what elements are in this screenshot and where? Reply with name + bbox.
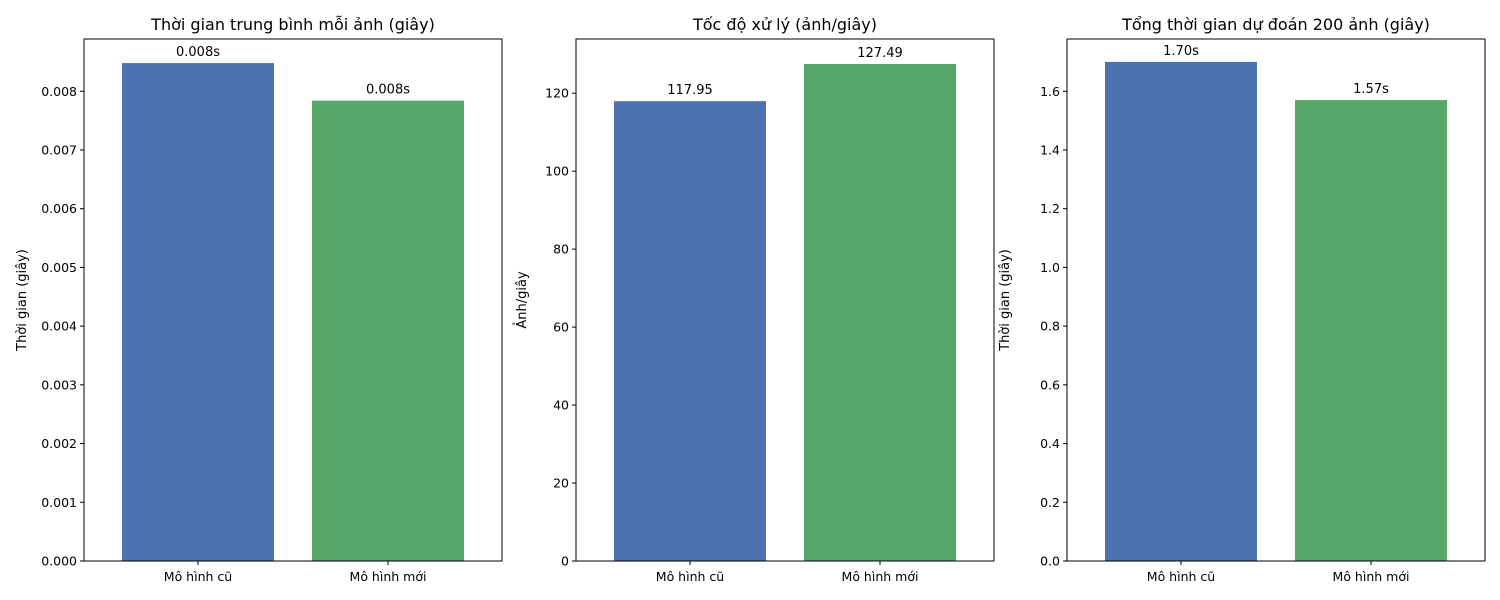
chart-title: Tốc độ xử lý (ảnh/giây) [692,15,877,34]
plot-frame [83,38,503,562]
bar-1 [122,63,274,561]
y-tick-label: 1.2 [1040,201,1060,216]
y-tick-label: 40 [553,398,569,413]
y-tick-label: 1.0 [1040,260,1060,275]
y-tick-label: 80 [553,242,569,257]
x-tick-label: Mô hình mới [350,569,427,584]
y-axis-label: Thời gian (giây) [998,249,1013,352]
x-tick-label: Mô hình cũ [656,569,724,584]
bar-1 [614,101,766,561]
y-tick-label: 0 [561,554,569,569]
y-tick-label: 0.008 [41,84,77,99]
y-tick-label: 120 [545,86,569,101]
y-tick-label: 0.005 [41,260,77,275]
y-tick-label: 60 [553,320,569,335]
y-tick-label: 0.8 [1040,319,1060,334]
bar-1 [1105,61,1257,561]
data-label-2: 0.008s [366,83,410,98]
chart-title: Thời gian trung bình mỗi ảnh (giây) [150,15,435,34]
data-label-1: 1.70s [1163,44,1199,59]
y-tick-label: 1.4 [1040,142,1060,157]
bar-2 [1295,100,1447,561]
data-label-1: 0.008s [176,45,220,60]
y-tick-label: 0.001 [41,495,77,510]
y-tick-label: 0.2 [1040,495,1060,510]
bar-2 [312,100,464,562]
x-tick-label: Mô hình cũ [1147,569,1215,584]
bar-2 [804,63,956,561]
y-axis-label: Thời gian (giây) [15,249,30,352]
y-tick-label: 0.003 [41,377,77,392]
y-tick-label: 0.007 [41,142,77,157]
y-tick-label: 0.002 [41,436,77,451]
y-tick-label: 0.006 [41,201,77,216]
y-axis-label: Ảnh/giây [513,271,530,329]
x-tick-label: Mô hình mới [842,569,919,584]
y-tick-label: 0.000 [41,554,77,569]
chart-title: Tổng thời gian dự đoán 200 ảnh (giây) [1121,15,1430,34]
y-tick-label: 0.0 [1040,554,1060,569]
y-tick-label: 100 [545,164,569,179]
data-label-2: 127.49 [857,46,903,61]
chart-panel-1: 0.008s 0.008s 0.000 0.001 0.002 0.003 0.004 0.0… [15,15,503,584]
chart-panel-2: 117.95 127.49 0 20 40 60 80 100 120 Mô hình cũ Mô … [513,15,995,584]
y-tick-label: 0.6 [1040,377,1060,392]
data-label-2: 1.57s [1353,82,1389,97]
y-tick-label: 20 [553,476,569,491]
chart-panel-3: 1.70s 1.57s 0.0 0.2 0.4 0.6 0.8 1.0 1.2 1.4 1.6 Mô … [998,15,1486,584]
x-tick-label: Mô hình mới [1333,569,1410,584]
y-tick-label: 1.6 [1040,84,1060,99]
plot-frame [575,38,995,562]
y-tick-label: 0.4 [1040,436,1060,451]
y-tick-label: 0.004 [41,319,77,334]
data-label-1: 117.95 [667,83,713,98]
plot-frame [1066,38,1486,562]
x-tick-label: Mô hình cũ [164,569,232,584]
